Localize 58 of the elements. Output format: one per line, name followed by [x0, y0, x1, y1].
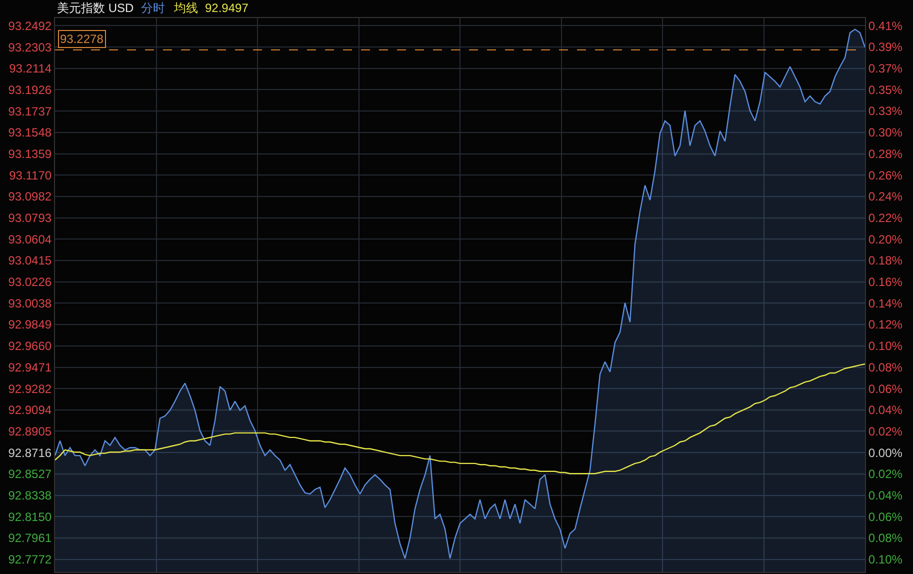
y-tick-label: 92.9094 [8, 403, 52, 418]
y2-tick-label: 0.10% [868, 339, 903, 354]
y2-tick-label: 0.37% [868, 62, 903, 76]
y2-tick-label: 0.30% [868, 126, 903, 140]
y-tick-label: 93.1737 [8, 104, 52, 118]
y-tick-label: 92.8716 [8, 446, 52, 460]
y2-tick-label: 0.08% [868, 360, 903, 374]
y-tick-label: 93.0982 [8, 190, 52, 204]
y-tick-label: 92.8527 [8, 467, 52, 482]
y2-tick-label: 0.39% [868, 40, 903, 54]
y2-tick-label: 0.20% [868, 232, 903, 246]
chart-title: 美元指数 USD [57, 1, 134, 15]
y2-tick-label: 0.22% [868, 211, 903, 226]
y-tick-label: 93.0038 [8, 296, 52, 310]
y-tick-label: 93.1548 [8, 126, 52, 140]
y2-tick-label: 0.10% [868, 552, 903, 567]
y2-tick-label: 0.08% [868, 531, 903, 546]
y-tick-label: 92.8905 [8, 424, 52, 438]
y-tick-label: 93.1359 [8, 146, 52, 161]
y2-tick-label: 0.28% [868, 146, 903, 161]
y2-tick-label: 0.18% [868, 254, 903, 268]
y-tick-label: 93.0415 [8, 254, 52, 268]
line-series [55, 363, 865, 474]
y-tick-label: 92.9660 [8, 339, 52, 354]
y2-tick-label: 0.16% [868, 275, 903, 290]
y-tick-label: 92.9282 [8, 382, 52, 396]
y-tick-label: 93.1170 [9, 168, 52, 182]
y2-tick-label: 0.14% [868, 296, 903, 310]
y-tick-label: 92.7772 [8, 552, 52, 567]
y-tick-label: 93.0226 [8, 275, 52, 290]
y2-tick-label: 0.06% [868, 382, 903, 396]
y2-tick-label: 0.26% [868, 168, 903, 182]
y2-tick-label: 0.04% [868, 488, 903, 503]
text: 分时 [141, 1, 165, 15]
y-tick-label: 93.2114 [9, 62, 52, 76]
text: 均线 [173, 1, 198, 15]
y-tick-label: 92.9849 [8, 318, 52, 332]
y-tick-label: 93.0604 [8, 232, 52, 246]
y-tick-label: 93.1926 [8, 82, 52, 97]
y2-tick-label: 0.33% [868, 104, 903, 118]
y-tick-label: 92.8150 [8, 510, 52, 524]
y2-tick-label: 0.00% [868, 446, 903, 460]
y-tick-label: 93.2492 [8, 18, 52, 33]
y-tick-label: 92.8338 [8, 488, 52, 503]
y2-tick-label: 0.35% [868, 82, 903, 97]
y2-tick-label: 0.24% [868, 190, 903, 204]
y2-tick-label: 0.02% [868, 424, 903, 438]
y2-tick-label: 0.41% [868, 18, 903, 33]
y2-tick-label: 0.12% [868, 318, 903, 332]
ref-line-label: 93.2278 [60, 32, 104, 46]
y2-tick-label: 0.04% [868, 403, 903, 418]
y-tick-label: 92.9471 [8, 360, 52, 374]
y2-tick-label: 0.02% [868, 467, 903, 482]
y-tick-label: 93.2303 [8, 40, 52, 54]
text: 92.9497 [205, 1, 249, 15]
y2-tick-label: 0.06% [868, 510, 903, 524]
y-tick-label: 93.0793 [8, 210, 52, 225]
y-tick-label: 92.7961 [8, 531, 52, 546]
